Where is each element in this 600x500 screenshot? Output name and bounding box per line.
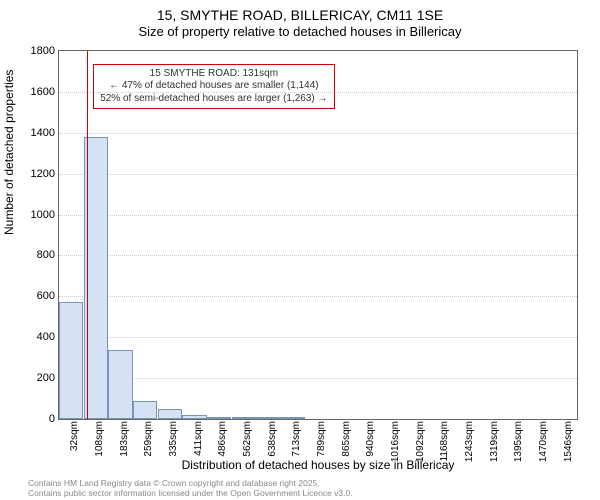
histogram-bar [158,409,182,419]
reference-line [87,51,88,419]
histogram-bar [133,401,157,419]
histogram-bar [108,350,132,420]
y-tick-label: 200 [37,372,55,384]
x-tick-label: 1168sqm [439,421,450,461]
histogram-bar [232,417,256,419]
x-tick-label: 108sqm [94,421,105,457]
chart-container: 15, SMYTHE ROAD, BILLERICAY, CM11 1SE Si… [0,0,600,500]
gridline [59,255,577,256]
x-tick-label: 486sqm [217,421,228,457]
histogram-bar [281,417,305,419]
x-tick-label: 1016sqm [390,421,401,462]
histogram-bar [59,302,83,419]
x-tick-label: 713sqm [291,421,302,457]
chart-subtitle: Size of property relative to detached ho… [0,24,600,41]
x-tick-label: 32sqm [69,421,80,451]
footer-line: Contains HM Land Registry data © Crown c… [28,478,353,488]
footer-line: Contains public sector information licen… [28,488,353,498]
x-tick-label: 562sqm [242,421,253,457]
x-tick-label: 411sqm [193,421,204,456]
x-tick-label: 259sqm [143,421,154,457]
x-tick-label: 1092sqm [415,421,426,462]
gridline [59,337,577,338]
x-tick-label: 638sqm [267,421,278,457]
x-tick-label: 1546sqm [563,421,574,462]
x-axis-label: Distribution of detached houses by size … [58,458,578,472]
y-tick-label: 1400 [31,127,55,139]
x-tick-label: 1243sqm [464,421,475,462]
histogram-bar [207,417,231,419]
callout-line: 52% of semi-detached houses are larger (… [100,93,327,106]
callout-line: 15 SMYTHE ROAD: 131sqm [100,68,327,81]
gridline [59,174,577,175]
x-tick-label: 789sqm [316,421,327,457]
gridline [59,133,577,134]
y-tick-label: 400 [37,331,55,343]
x-tick-label: 1470sqm [538,421,549,462]
histogram-bar [256,417,280,419]
callout-line: ← 47% of detached houses are smaller (1,… [100,80,327,93]
y-tick-label: 1800 [31,45,55,57]
gridline [59,296,577,297]
x-tick-label: 1395sqm [513,421,524,462]
gridline [59,215,577,216]
y-tick-label: 1200 [31,168,55,180]
y-tick-label: 800 [37,249,55,261]
x-tick-label: 1319sqm [489,421,500,462]
x-tick-label: 940sqm [365,421,376,457]
x-tick-label: 335sqm [168,421,179,457]
plot-area: 02004006008001000120014001600180032sqm10… [58,50,578,420]
y-tick-label: 1000 [31,209,55,221]
histogram-bar [182,415,206,419]
y-tick-label: 0 [49,413,55,425]
chart-title: 15, SMYTHE ROAD, BILLERICAY, CM11 1SE [0,0,600,24]
y-tick-label: 600 [37,290,55,302]
y-tick-label: 1600 [31,86,55,98]
chart-footer: Contains HM Land Registry data © Crown c… [28,478,353,498]
y-axis-label: Number of detached properties [2,70,16,235]
x-tick-label: 183sqm [119,421,130,457]
callout-box: 15 SMYTHE ROAD: 131sqm← 47% of detached … [93,64,334,110]
x-tick-label: 865sqm [341,421,352,457]
gridline [59,378,577,379]
